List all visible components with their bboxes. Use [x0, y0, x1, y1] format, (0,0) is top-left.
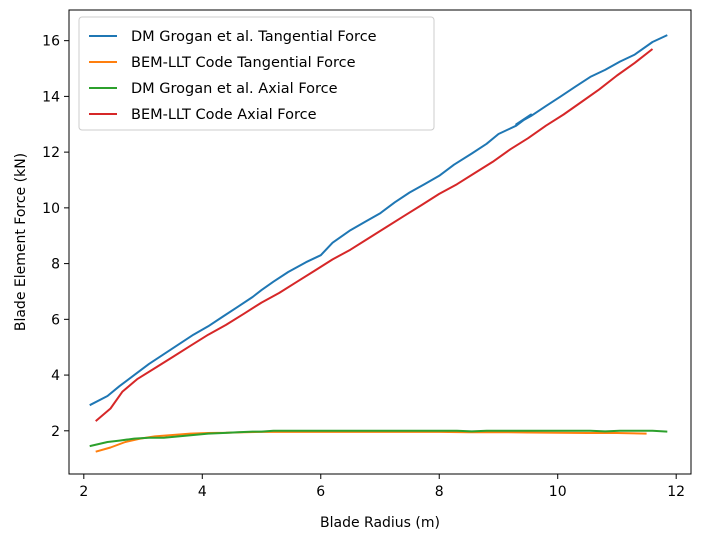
y-tick-label: 8: [51, 257, 60, 273]
legend-entry-label: DM Grogan et al. Tangential Force: [131, 29, 377, 45]
x-tick-label: 8: [435, 484, 444, 500]
series-line-2: [95, 430, 647, 453]
legend-entry-label: BEM-LLT Code Axial Force: [131, 107, 317, 123]
legend-box: [78, 16, 435, 131]
legend-entry-label: DM Grogan et al. Axial Force: [131, 81, 338, 97]
series-line-1: [89, 34, 668, 407]
y-tick-label: 14: [42, 89, 60, 105]
x-tick-label: 2: [79, 484, 88, 500]
y-tick-label: 2: [51, 424, 60, 440]
x-tick-label: 4: [198, 484, 207, 500]
x-axis-label: Blade Radius (m): [320, 515, 440, 531]
y-tick-label: 4: [51, 368, 60, 384]
x-tick-label: 10: [549, 484, 567, 500]
series-line-4: [95, 48, 654, 422]
y-tick-label: 10: [42, 201, 60, 217]
y-axis: 2 4 6 8 10 12 14 16: [42, 34, 69, 440]
legend: DM Grogan et al. Tangential Force BEM-LLT…: [78, 16, 435, 131]
series-layer: [89, 34, 668, 453]
y-tick-label: 16: [42, 34, 60, 50]
y-tick-label: 12: [42, 145, 60, 161]
x-tick-label: 12: [667, 484, 685, 500]
series-line-3: [89, 429, 668, 448]
x-axis: 2 4 6 8 10 12: [79, 474, 685, 500]
legend-entry-label: BEM-LLT Code Tangential Force: [131, 55, 356, 71]
y-axis-label: Blade Element Force (kN): [13, 153, 29, 331]
x-tick-label: 6: [316, 484, 325, 500]
y-tick-label: 6: [51, 312, 60, 328]
